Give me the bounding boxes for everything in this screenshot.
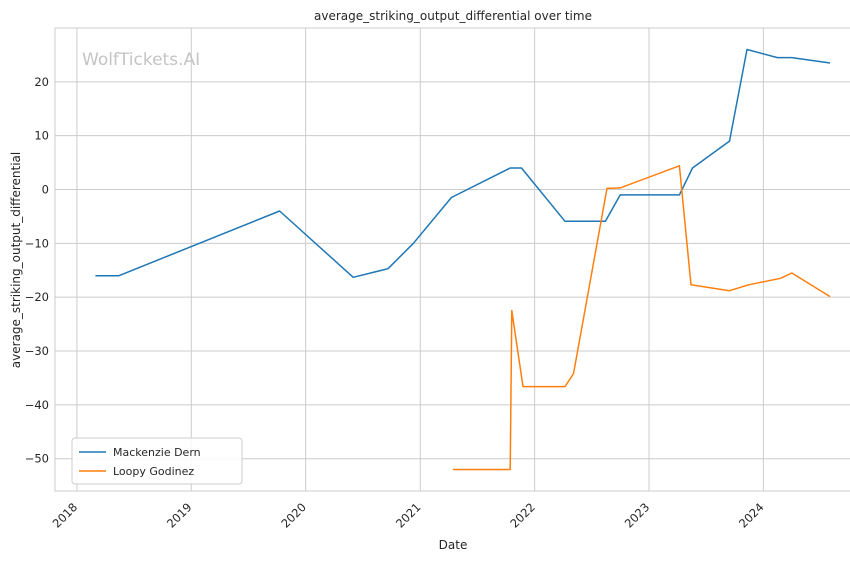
plot-frame [54,27,850,492]
chart-title: average_striking_output_differential ove… [314,9,592,23]
y-tick-label: −50 [25,452,49,466]
y-tick-label: −10 [25,236,49,250]
series-line-loopy-godinez [452,165,831,471]
y-tick-label: −40 [25,398,49,412]
y-tick-label: −30 [25,344,49,358]
legend-label-mackenzie-dern: Mackenzie Dern [113,446,201,459]
watermark: WolfTickets.AI [82,50,200,70]
series-line-mackenzie-dern [95,48,831,279]
legend-label-loopy-godinez: Loopy Godinez [113,465,194,478]
x-axis-title: Date [439,538,468,552]
y-tick-label: 10 [34,129,49,143]
y-tick-label: 0 [42,183,49,197]
legend-box [71,437,243,485]
y-tick-label: −20 [25,290,49,304]
y-tick-labels: −50 −40 −30 −20 −10 0 10 20 [25,75,49,466]
legend: Mackenzie Dern Loopy Godinez [71,437,243,485]
y-tick-label: 20 [34,75,49,89]
y-axis-title: average_striking_output_differential [9,152,23,368]
series-lines [95,48,831,471]
